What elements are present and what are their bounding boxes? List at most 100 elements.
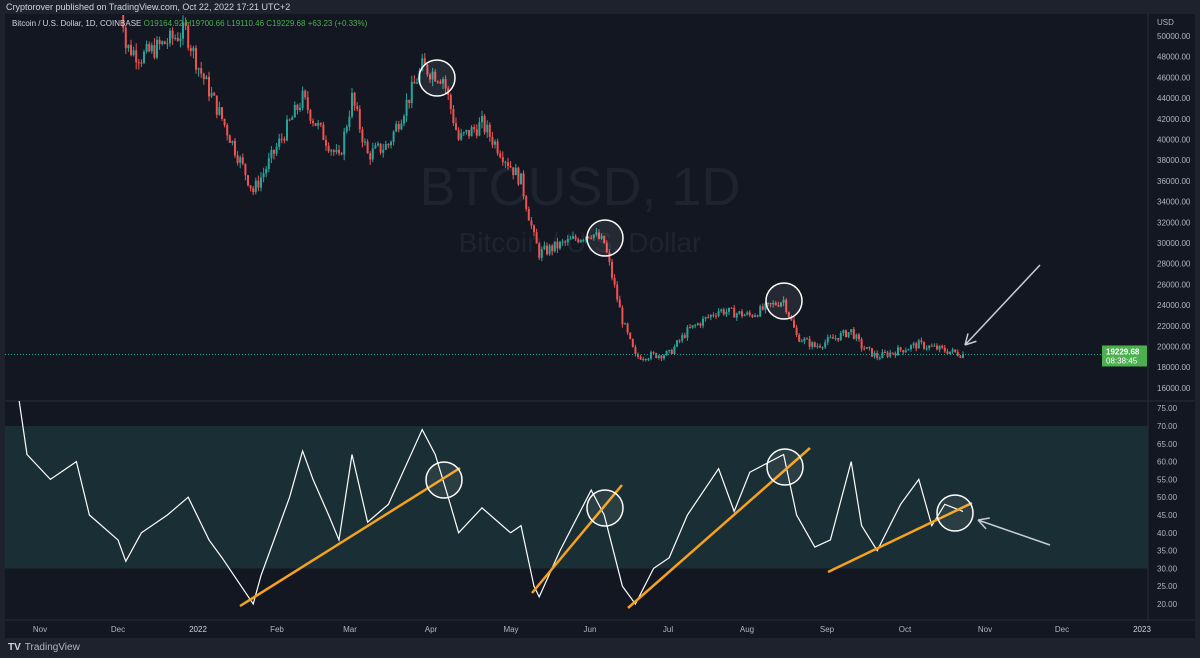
candle-body (884, 351, 886, 353)
candle-body (442, 79, 444, 84)
arrow-head (964, 333, 969, 346)
price-tick: 22000.00 (1157, 322, 1191, 331)
candle-body (774, 302, 777, 306)
candle-body (169, 30, 171, 44)
rsi-tick: 60.00 (1157, 458, 1178, 467)
candle-body (930, 345, 933, 347)
candle-body (767, 302, 769, 304)
candle-body (171, 30, 174, 39)
candle-body (239, 157, 242, 163)
price-tick: 20000.00 (1157, 343, 1191, 352)
candle-body (837, 337, 840, 341)
candle-body (338, 149, 340, 154)
publisher-line: Cryptorover published on TradingView.com… (6, 2, 291, 12)
candle-body (408, 99, 411, 103)
candle-body (647, 358, 650, 360)
candle-body (668, 349, 671, 351)
annotation-circle (766, 448, 804, 486)
candle-body (868, 347, 871, 349)
candle-body (475, 129, 478, 136)
candle-body (137, 62, 140, 64)
candle-body (176, 37, 179, 41)
close-value: C19229.68 (266, 19, 306, 28)
rsi-tick: 55.00 (1157, 475, 1178, 484)
rsi-line (18, 400, 964, 606)
candle-body (826, 337, 829, 343)
candle-body (444, 79, 447, 89)
last-price-value: 19229.68 (1106, 347, 1140, 356)
candle-body (234, 140, 236, 156)
candle-body (280, 138, 283, 140)
candle-body (465, 130, 468, 133)
candle-body (621, 307, 624, 325)
candle-body (343, 131, 346, 155)
candle-body (842, 330, 845, 334)
candle-body (392, 131, 395, 142)
candle-body (819, 346, 821, 348)
candle-body (278, 138, 281, 147)
candle-body (746, 312, 749, 315)
candle-body (678, 340, 681, 342)
candle-body (335, 149, 338, 153)
candle-body (702, 318, 704, 326)
candle-body (743, 314, 746, 317)
candle-body (629, 332, 632, 339)
candle-body (314, 123, 317, 126)
candle-body (197, 68, 200, 70)
candle-body (403, 116, 405, 124)
candle-body (473, 127, 476, 130)
currency-label: USD (1157, 18, 1174, 27)
candle-body (806, 338, 808, 340)
candle-body (650, 352, 652, 359)
candle-body (639, 356, 642, 360)
candle-body (707, 317, 710, 319)
annotation-circle (936, 494, 974, 532)
candle-body (551, 245, 554, 252)
candle-body (816, 346, 819, 348)
candle-body (226, 125, 229, 136)
candle-body (769, 302, 772, 305)
candle-body (330, 150, 333, 152)
candle-body (691, 325, 694, 328)
candle-body (850, 329, 853, 332)
candle-body (772, 302, 775, 305)
candle-body (577, 239, 580, 243)
candle-body (600, 235, 603, 239)
candle-body (579, 240, 582, 243)
candle-body (166, 43, 169, 45)
candle-body (863, 348, 866, 350)
candle-body (325, 139, 327, 146)
candle-body (327, 145, 330, 152)
candle-body (683, 335, 686, 338)
price-tick: 46000.00 (1157, 73, 1191, 82)
candle-body (824, 342, 827, 348)
candle-body (262, 173, 265, 178)
candle-body (540, 249, 543, 258)
symbol-legend: Bitcoin / U.S. Dollar, 1D, COINBASE O191… (12, 19, 367, 28)
candle-body (613, 277, 616, 285)
candle-body (384, 144, 387, 150)
candle-body (312, 120, 314, 124)
candle-body (715, 315, 717, 317)
candle-body (689, 327, 691, 329)
candle-body (564, 241, 567, 243)
candle-body (933, 345, 936, 347)
time-tick: Dec (111, 625, 125, 634)
candle-body (410, 81, 413, 103)
time-tick: Apr (425, 625, 438, 634)
candle-body (322, 124, 325, 140)
candle-body (184, 22, 187, 26)
candle-body (834, 337, 837, 339)
candle-body (405, 99, 408, 117)
candle-body (309, 109, 312, 121)
candle-body (899, 347, 902, 351)
candle-body (611, 261, 613, 278)
candle-body (860, 339, 863, 349)
watermark-line1: BTCUSD, 1D (419, 157, 740, 217)
rsi-band (5, 426, 1148, 569)
time-tick: Nov (978, 625, 992, 634)
candle-body (954, 349, 957, 352)
candle-body (371, 148, 374, 160)
tradingview-logo-icon: TV (8, 642, 21, 653)
footer: TV TradingView (8, 642, 80, 653)
